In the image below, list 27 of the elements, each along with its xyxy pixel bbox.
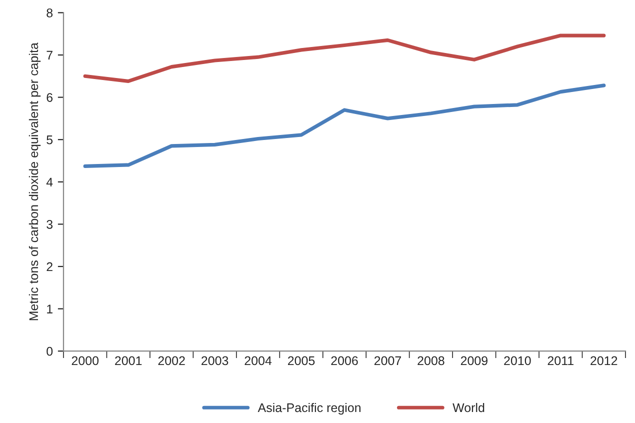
x-tick-label: 2004 <box>244 356 272 366</box>
x-tick-label: 2008 <box>418 356 444 366</box>
line-series <box>83 34 606 84</box>
y-tick-label: 7 <box>46 50 52 60</box>
x-tick-label: 2001 <box>115 356 142 366</box>
x-tick-label: 2006 <box>331 356 358 366</box>
y-tick-label: 6 <box>46 93 53 102</box>
x-tick-label: 2011 <box>548 356 574 366</box>
x-tick-label: 2009 <box>460 356 488 366</box>
x-tick-label: 2003 <box>202 356 228 366</box>
x-tick-label: 2010 <box>504 356 531 366</box>
legend-label: Asia-Pacific region <box>258 402 360 415</box>
y-tick-label: 1 <box>47 304 52 314</box>
y-tick-label: 4 <box>46 178 53 186</box>
legend-label: World <box>452 402 484 412</box>
x-tick-label: 2012 <box>590 356 618 366</box>
y-tick-label: 5 <box>46 136 53 144</box>
y-tick-label: 8 <box>46 8 53 18</box>
y-tick-label: 3 <box>46 220 53 229</box>
x-tick-label: 2007 <box>374 356 401 366</box>
y-tick-label: 2 <box>46 262 52 272</box>
x-tick-label: 2002 <box>158 356 185 366</box>
x-tick-label: 2005 <box>288 356 315 366</box>
y-tick-label: 0 <box>46 346 53 356</box>
y-axis-title: Metric tons of carbon dioxide equivalent per capita <box>28 42 41 320</box>
x-tick-label: 2000 <box>72 356 99 366</box>
line-series <box>83 84 606 168</box>
